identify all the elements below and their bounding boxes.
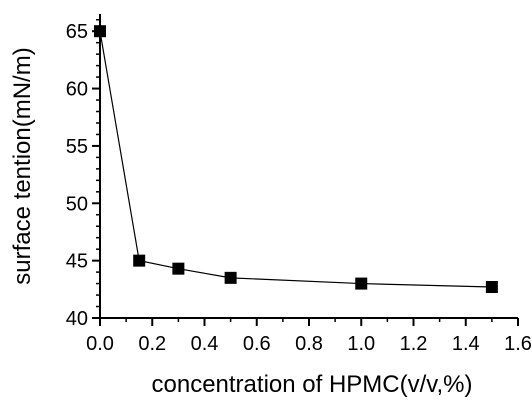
x-axis-title: concentration of HPMC(v/v,%) (152, 371, 473, 398)
y-tick-label: 50 (66, 193, 88, 215)
data-point (485, 281, 498, 294)
y-tick-label: 55 (66, 136, 88, 158)
data-point (133, 254, 146, 267)
series-layer (94, 25, 498, 294)
y-tick-label: 40 (66, 308, 88, 330)
series-line (99, 31, 492, 288)
y-tick-label: 45 (66, 251, 88, 273)
y-tick-label: 65 (66, 21, 88, 43)
y-tick-label: 60 (66, 79, 88, 101)
x-tick-label: 0.2 (138, 333, 166, 355)
x-tick-label: 0.0 (86, 333, 114, 355)
data-point (94, 25, 106, 38)
x-tick-label: 1.2 (400, 333, 428, 355)
x-tick-label: 1.0 (347, 333, 375, 355)
data-point (224, 271, 237, 284)
x-tick-label: 1.6 (504, 333, 532, 355)
x-tick-label: 0.8 (295, 333, 323, 355)
y-axis-title: surface tention(mN/m) (9, 47, 36, 284)
data-point (355, 277, 368, 290)
x-tick-label: 0.4 (191, 333, 219, 355)
axes: 40 45 50 55 60 65 0.0 0.2 0.4 0.6 0.8 1.0 1.2 1.4 1.6 (66, 14, 532, 355)
x-tick-label: 1.4 (452, 333, 480, 355)
data-point (172, 262, 185, 275)
x-tick-label: 0.6 (243, 333, 271, 355)
